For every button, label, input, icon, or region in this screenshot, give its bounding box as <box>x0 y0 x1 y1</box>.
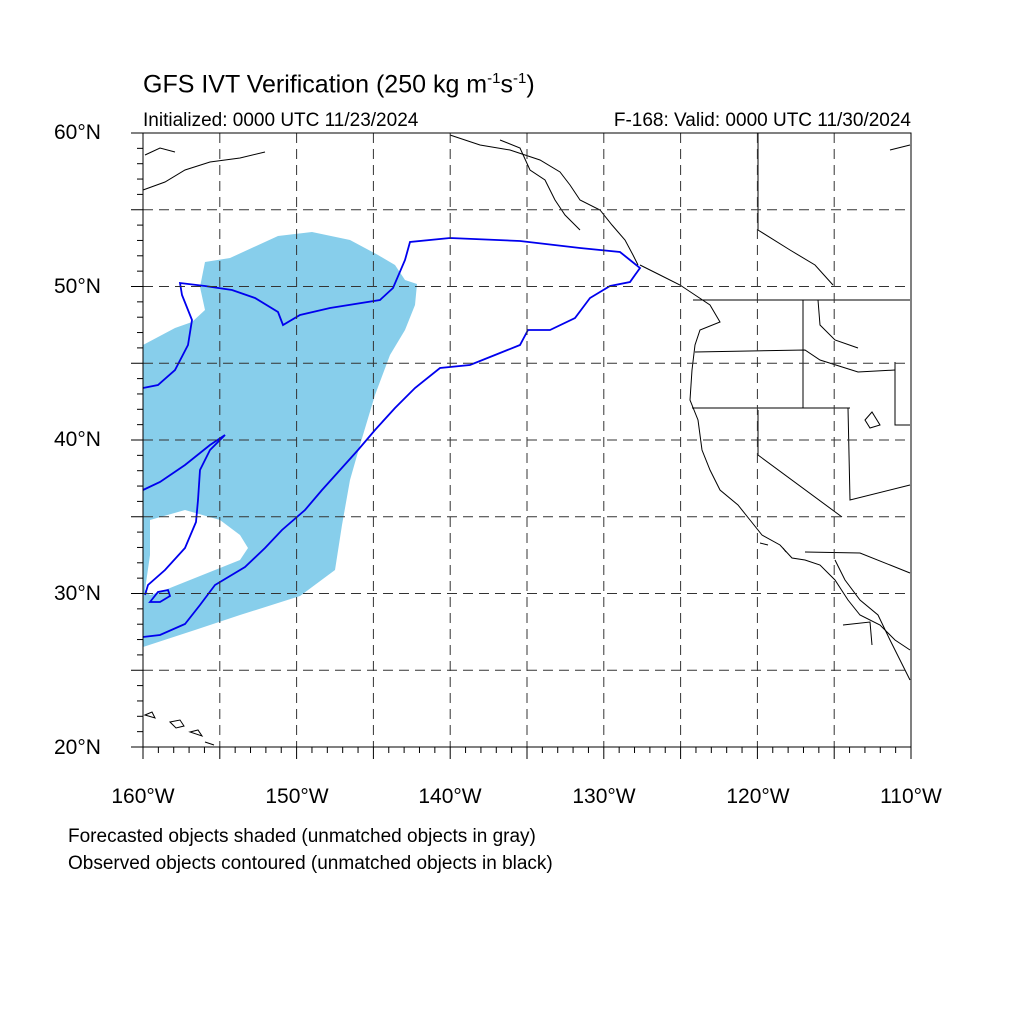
lat-label-40: 40°N <box>54 428 101 451</box>
lon-label-150w: 150°W <box>265 785 329 808</box>
lat-label-30: 30°N <box>54 582 101 605</box>
lon-label-160w: 160°W <box>111 785 175 808</box>
coastlines <box>142 133 911 681</box>
lat-label-20: 20°N <box>54 736 101 759</box>
observed-ivt-contour-main <box>142 237 642 638</box>
lon-label-120w: 120°W <box>726 785 790 808</box>
legend-forecast-note: Forecasted objects shaded (unmatched obj… <box>68 826 536 847</box>
valid-time: F-168: Valid: 0000 UTC 11/30/2024 <box>613 110 911 131</box>
lat-label-50: 50°N <box>54 275 101 298</box>
islands <box>143 542 787 746</box>
lat-label-60: 60°N <box>54 121 101 144</box>
axis-ticks <box>131 132 912 759</box>
observed-ivt-contour-south <box>142 434 226 596</box>
chart-title: GFS IVT Verification (250 kg m-1s-1) <box>143 70 535 99</box>
legend-observed-note: Observed objects contoured (unmatched ob… <box>68 853 553 874</box>
lon-label-130w: 130°W <box>572 785 636 808</box>
graticule <box>143 133 911 747</box>
initialized-time: Initialized: 0000 UTC 11/23/2024 <box>143 110 419 131</box>
lon-label-140w: 140°W <box>418 785 482 808</box>
lon-label-110w: 110°W <box>880 785 942 808</box>
